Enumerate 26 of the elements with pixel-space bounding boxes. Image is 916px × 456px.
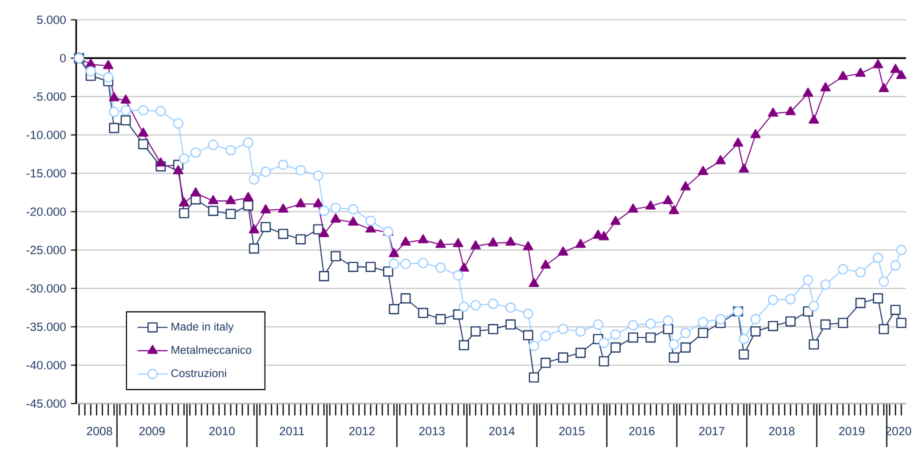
x-tick-label: 2008 (86, 426, 112, 436)
y-tick-label: -20.000 (26, 207, 66, 216)
legend-label: Costruzioni (171, 368, 226, 378)
x-tick-label: 2013 (419, 426, 445, 436)
y-tick-label: -30.000 (26, 284, 66, 293)
x-tick-label: 2014 (489, 426, 515, 436)
legend-label: Metalmeccanico (172, 346, 252, 354)
x-tick-label: 2016 (629, 426, 654, 436)
x-tick-label: 2019 (839, 426, 864, 436)
legend-label: Made in italy (172, 322, 234, 333)
y-tick-label: -25.000 (26, 246, 66, 254)
y-tick-label: -15.000 (26, 169, 66, 178)
y-tick-label: 5.000 (37, 16, 66, 24)
x-tick-label: 2009 (139, 426, 165, 436)
y-tick-label: 0 (60, 54, 66, 62)
y-tick-label: -35.000 (26, 322, 66, 331)
x-tick-label: 2017 (699, 426, 724, 436)
x-tick-label: 2010 (209, 426, 235, 436)
x-tick-label: 2015 (559, 426, 585, 436)
x-tick-label: 2018 (769, 426, 794, 436)
y-tick-label: -45.000 (26, 399, 66, 408)
x-tick-label: 2012 (349, 426, 374, 436)
y-tick-label: -10.000 (26, 130, 66, 140)
x-tick-label: 2011 (280, 426, 304, 436)
y-tick-label: -5.000 (33, 92, 66, 101)
y-tick-label: -40.000 (26, 360, 66, 370)
